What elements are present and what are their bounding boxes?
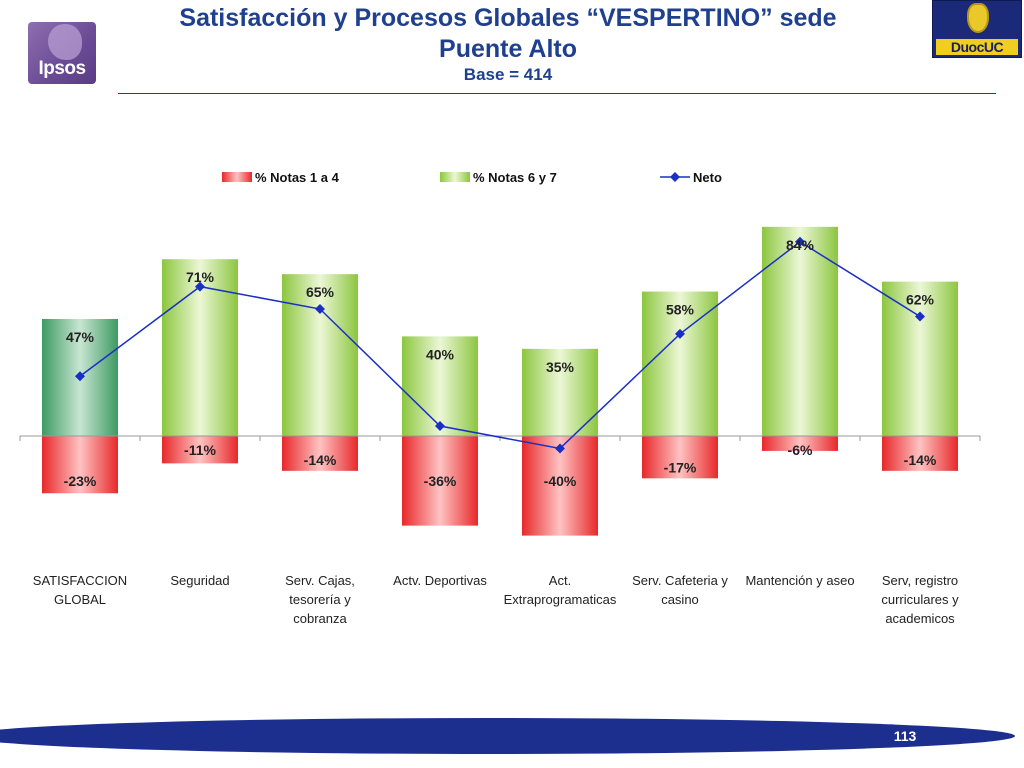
category-label-8: academicos bbox=[885, 611, 955, 626]
label-positive-6: 58% bbox=[666, 302, 695, 318]
neto-line bbox=[79, 240, 921, 450]
label-negative-6: -17% bbox=[664, 459, 697, 475]
bar-negative-3 bbox=[282, 436, 358, 471]
category-label-4: Actv. Deportivas bbox=[393, 573, 487, 588]
legend-marker-diamond bbox=[670, 172, 680, 182]
neto-line-series bbox=[75, 236, 925, 454]
category-label-8: Serv, registro bbox=[882, 573, 958, 588]
ipsos-logo: Ipsos bbox=[28, 22, 96, 84]
ipsos-logo-head-icon bbox=[48, 24, 82, 60]
category-label-3: cobranza bbox=[293, 611, 347, 626]
bar-positive-8 bbox=[882, 281, 958, 436]
label-negative-2: -11% bbox=[184, 442, 216, 458]
neto-point-6 bbox=[675, 328, 685, 339]
label-negative-1: -23% bbox=[64, 473, 97, 489]
duoc-seal-icon bbox=[967, 3, 989, 33]
category-label-1: SATISFACCION bbox=[33, 573, 127, 588]
ipsos-logo-text: Ipsos bbox=[38, 58, 86, 79]
label-positive-1: 47% bbox=[66, 329, 95, 345]
category-label-3: tesorería y bbox=[289, 592, 351, 607]
chart-data-labels: 47% -23% 71% -11% 65% -14% 40% -36% 35% -40% 58% -1… bbox=[64, 237, 937, 489]
bar-negative-1 bbox=[42, 436, 118, 494]
label-negative-8: -14% bbox=[904, 452, 937, 468]
label-positive-7: 84% bbox=[786, 237, 815, 253]
category-label-6: casino bbox=[661, 592, 699, 607]
bar-positive-3 bbox=[282, 274, 358, 436]
neto-point-7 bbox=[795, 236, 805, 247]
category-label-1: GLOBAL bbox=[54, 592, 106, 607]
chart-category-labels: SATISFACCION GLOBAL Seguridad Serv. Cajas, t… bbox=[33, 573, 959, 626]
category-label-7: Mantención y aseo bbox=[745, 573, 854, 588]
bar-positive-5 bbox=[522, 348, 598, 436]
legend-label-3: Neto bbox=[693, 170, 722, 185]
label-negative-7: -6% bbox=[788, 442, 813, 458]
duoc-logo: DuocUC bbox=[932, 0, 1022, 58]
bar-positive-4 bbox=[402, 336, 478, 436]
label-positive-4: 40% bbox=[426, 346, 455, 362]
category-label-5: Act. bbox=[549, 573, 571, 588]
chart-legend: % Notas 1 a 4 % Notas 6 y 7 Neto bbox=[222, 170, 722, 185]
footer-ellipse bbox=[0, 718, 1015, 754]
legend-label-2: % Notas 6 y 7 bbox=[473, 170, 557, 185]
neto-point-4 bbox=[435, 421, 445, 432]
neto-point-3 bbox=[315, 304, 325, 315]
bar-negative-7 bbox=[762, 436, 838, 451]
chart-bars bbox=[42, 226, 958, 536]
footer-band bbox=[0, 718, 1015, 754]
label-negative-3: -14% bbox=[304, 452, 337, 468]
label-positive-3: 65% bbox=[306, 284, 335, 300]
label-positive-8: 62% bbox=[906, 292, 935, 308]
label-positive-5: 35% bbox=[546, 359, 575, 375]
title-line-1: Satisfacción y Procesos Globales “VESPER… bbox=[179, 4, 837, 32]
title-divider bbox=[118, 93, 996, 94]
category-label-3: Serv. Cajas, bbox=[285, 573, 355, 588]
neto-point-8 bbox=[915, 311, 925, 322]
legend-label-1: % Notas 1 a 4 bbox=[255, 170, 340, 185]
category-label-8: curriculares y bbox=[881, 592, 959, 607]
neto-point-1 bbox=[75, 371, 85, 382]
legend-swatch-2 bbox=[440, 172, 470, 182]
bar-negative-2 bbox=[162, 436, 238, 464]
label-positive-2: 71% bbox=[186, 269, 215, 285]
neto-point-5 bbox=[555, 443, 565, 454]
category-label-5: Extraprogramaticas bbox=[504, 592, 617, 607]
page-number: 113 bbox=[893, 728, 917, 744]
neto-point-2 bbox=[195, 281, 205, 292]
bar-negative-6 bbox=[642, 436, 718, 479]
duoc-logo-text: DuocUC bbox=[936, 39, 1018, 55]
bar-positive-6 bbox=[642, 291, 718, 436]
label-negative-5: -40% bbox=[544, 473, 577, 489]
page-title: Satisfacción y Procesos Globales “VESPER… bbox=[118, 3, 898, 85]
category-label-2: Seguridad bbox=[170, 573, 229, 588]
legend-swatch-1 bbox=[222, 172, 252, 182]
category-label-6: Serv. Cafeteria y bbox=[632, 573, 728, 588]
bar-negative-8 bbox=[882, 436, 958, 471]
label-negative-4: -36% bbox=[424, 473, 457, 489]
subtitle: Base = 414 bbox=[463, 65, 553, 84]
title-line-2: Puente Alto bbox=[439, 35, 577, 63]
bar-negative-4 bbox=[402, 436, 478, 526]
